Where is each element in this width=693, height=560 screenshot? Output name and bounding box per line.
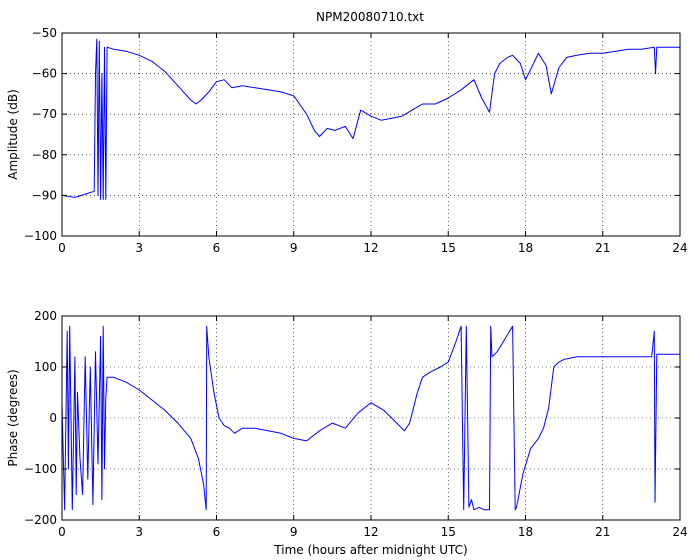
- amplitude-xtick-label-3: 9: [290, 241, 298, 255]
- amplitude-xtick-label-5: 15: [441, 241, 456, 255]
- phase-xtick-label-4: 12: [363, 525, 378, 539]
- amplitude-panel: 0 3 6 9 12 15 18 21 24 −100 −90 −80 −70 −60 −50 Amplitu…: [6, 26, 688, 255]
- amplitude-ytick-label-2: −80: [32, 148, 57, 162]
- phase-ytick-label-1: −100: [24, 462, 57, 476]
- phase-xtick-label-2: 6: [213, 525, 221, 539]
- amplitude-series-line-0: [61, 38, 680, 200]
- phase-ytick-label-2: 0: [49, 411, 57, 425]
- amplitude-xtick-label-8: 24: [672, 241, 687, 255]
- phase-xtick-label-5: 15: [441, 525, 456, 539]
- phase-xtick-label-8: 24: [672, 525, 687, 539]
- phase-ytick-label-0: −200: [24, 513, 57, 527]
- phase-ytick-label-4: 200: [34, 309, 57, 323]
- phase-xtick-label-0: 0: [58, 525, 66, 539]
- amplitude-xtick-label-4: 12: [363, 241, 378, 255]
- amplitude-xtick-label-2: 6: [213, 241, 221, 255]
- phase-panel: 0 3 6 9 12 15 18 21 24 −200 −100 0 100 200 Phase (degr…: [6, 309, 688, 557]
- amplitude-ytick-label-3: −70: [32, 107, 57, 121]
- phase-xlabel: Time (hours after midnight UTC): [273, 543, 467, 557]
- phase-xtick-label-3: 9: [290, 525, 298, 539]
- amplitude-xtick-label-6: 18: [518, 241, 533, 255]
- phase-xtick-label-7: 21: [595, 525, 610, 539]
- phase-xtick-label-1: 3: [135, 525, 143, 539]
- phase-ylabel: Phase (degrees): [6, 369, 20, 466]
- chart-title: NPM20080710.txt: [316, 10, 424, 24]
- phase-series-line-0: [61, 325, 680, 511]
- amplitude-ytick-label-1: −90: [32, 188, 57, 202]
- phase-ytick-label-3: 100: [34, 360, 57, 374]
- amplitude-ytick-label-0: −100: [24, 229, 57, 243]
- phase-xtick-label-6: 18: [518, 525, 533, 539]
- amplitude-ytick-label-5: −50: [32, 26, 57, 40]
- amplitude-xtick-label-1: 3: [135, 241, 143, 255]
- amplitude-xtick-label-0: 0: [58, 241, 66, 255]
- amplitude-xtick-label-7: 21: [595, 241, 610, 255]
- amplitude-ylabel: Amplitude (dB): [6, 89, 20, 180]
- amplitude-ytick-label-4: −60: [32, 67, 57, 81]
